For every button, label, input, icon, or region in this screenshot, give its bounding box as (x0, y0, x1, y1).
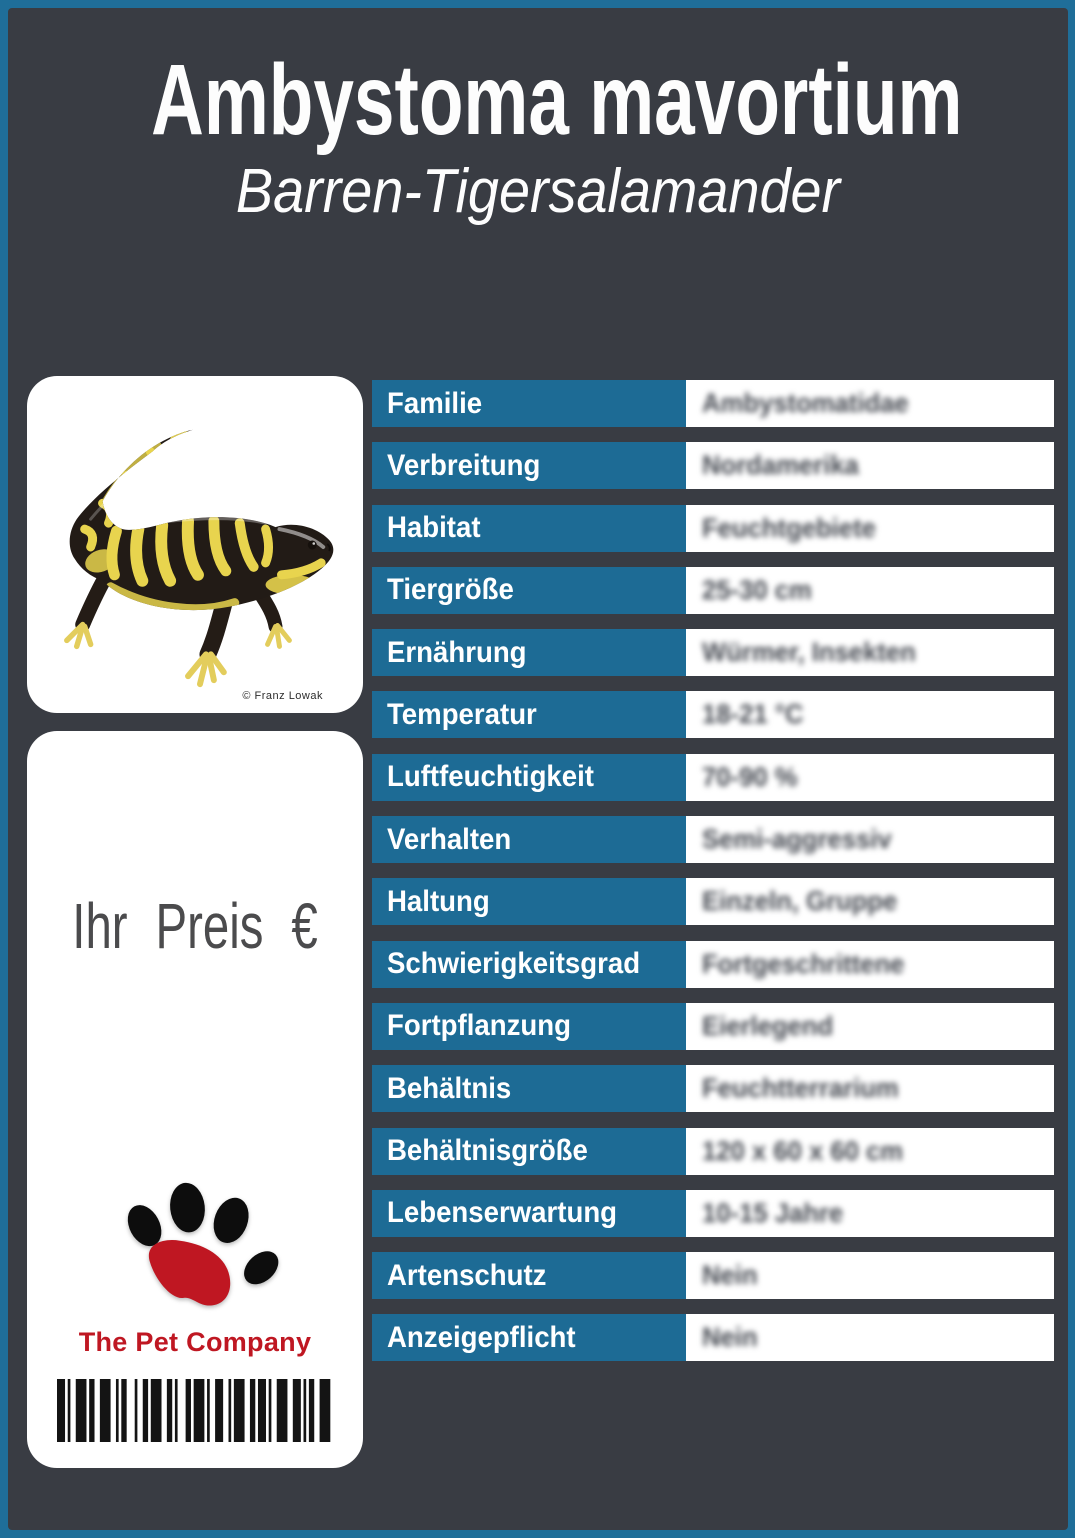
header: Ambystoma mavortium Barren-Tigersalamand… (8, 46, 1068, 226)
table-row: Familie Ambystomatidae (372, 380, 1054, 427)
table-row: Haltung Einzeln, Gruppe (372, 878, 1054, 926)
common-name-subtitle: Barren-Tigersalamander (235, 157, 841, 226)
row-label: Luftfeuchtigkeit (372, 753, 686, 801)
animal-photo-card: © Franz Lowak (27, 376, 363, 713)
row-value: Ambystomatidae (686, 380, 1054, 427)
row-label: Schwierigkeitsgrad (372, 940, 686, 988)
row-label-text: Familie (387, 386, 483, 420)
row-value-text: 25-30 cm (702, 574, 812, 605)
row-label: Habitat (372, 504, 686, 552)
price-label: Ihr Preis € (72, 890, 318, 962)
row-label-text: Schwierigkeitsgrad (387, 947, 641, 981)
table-row: Lebenserwartung 10-15 Jahre (372, 1189, 1054, 1237)
company-name: The Pet Company (78, 1327, 312, 1357)
table-row: Artenschutz Nein (372, 1252, 1054, 1300)
row-value-text: Nein (702, 1322, 758, 1353)
table-row: Verhalten Semi-aggressiv (372, 816, 1054, 864)
card-page: Ambystoma mavortium Barren-Tigersalamand… (8, 8, 1068, 1530)
row-value-text: Ambystomatidae (702, 388, 909, 418)
table-row: Ernährung Würmer, Insekten (372, 629, 1054, 677)
row-label: Lebenserwartung (372, 1189, 686, 1237)
row-label: Tiergröße (372, 566, 686, 614)
row-value-text: Eierlegend (702, 1010, 834, 1041)
row-value-text: Nein (702, 1260, 758, 1291)
species-title: Ambystoma mavortium (151, 44, 963, 156)
row-label: Artenschutz (372, 1252, 686, 1300)
row-label-text: Behältnisgröße (387, 1134, 588, 1168)
table-row: Habitat Feuchtgebiete (372, 504, 1054, 552)
table-row: Anzeigepflicht Nein (372, 1314, 1054, 1362)
row-label: Behältnisgröße (372, 1127, 686, 1175)
row-value-text: 120 x 60 x 60 cm (702, 1135, 904, 1166)
row-label-text: Temperatur (387, 697, 537, 731)
table-row: Temperatur 18-21 °C (372, 691, 1054, 739)
table-row: Verbreitung Nordamerika (372, 442, 1054, 490)
row-value: Feuchtgebiete (686, 504, 1054, 552)
price-card: Ihr Preis € The Pet Company (27, 731, 363, 1468)
table-row: Luftfeuchtigkeit 70-90 % (372, 753, 1054, 801)
row-value-text: Nordamerika (702, 450, 859, 481)
row-label: Fortpflanzung (372, 1002, 686, 1050)
row-value-text: 10-15 Jahre (702, 1197, 844, 1228)
table-row: Schwierigkeitsgrad Fortgeschrittene (372, 940, 1054, 988)
row-label-text: Haltung (387, 884, 490, 918)
row-label: Anzeigepflicht (372, 1314, 686, 1362)
row-label-text: Lebenserwartung (387, 1196, 618, 1230)
row-value: Würmer, Insekten (686, 629, 1054, 677)
row-value: Nein (686, 1314, 1054, 1362)
row-label: Temperatur (372, 691, 686, 739)
row-value: 120 x 60 x 60 cm (686, 1127, 1054, 1175)
row-label-text: Habitat (387, 511, 481, 545)
info-table: Familie Ambystomatidae Verbreitung Norda… (372, 380, 1054, 1362)
row-label-text: Luftfeuchtigkeit (387, 760, 594, 794)
row-label: Ernährung (372, 629, 686, 677)
row-value: Eierlegend (686, 1002, 1054, 1050)
row-label: Verbreitung (372, 442, 686, 490)
row-value: 10-15 Jahre (686, 1189, 1054, 1237)
row-label-text: Ernährung (387, 635, 527, 669)
row-label-text: Behältnis (387, 1071, 512, 1105)
row-label-text: Fortpflanzung (387, 1009, 571, 1043)
row-value: Fortgeschrittene (686, 940, 1054, 988)
photo-credit: © Franz Lowak (242, 690, 323, 702)
row-label: Familie (372, 380, 686, 427)
row-value: 70-90 % (686, 753, 1054, 801)
row-label-text: Anzeigepflicht (387, 1320, 576, 1354)
row-label-text: Verhalten (387, 822, 512, 856)
row-value: Feuchtterrarium (686, 1065, 1054, 1113)
row-value-text: 18-21 °C (702, 699, 804, 730)
row-value: Nordamerika (686, 442, 1054, 490)
row-label-text: Tiergröße (387, 573, 514, 607)
row-value-text: Feuchtterrarium (702, 1073, 899, 1104)
row-label: Behältnis (372, 1065, 686, 1113)
row-value-text: Semi-aggressiv (702, 824, 892, 855)
table-row: Fortpflanzung Eierlegend (372, 1002, 1054, 1050)
row-value-text: Einzeln, Gruppe (702, 886, 898, 917)
paw-icon (127, 1182, 279, 1306)
table-row: Behältnisgröße 120 x 60 x 60 cm (372, 1127, 1054, 1175)
row-value: 18-21 °C (686, 691, 1054, 739)
row-value: Nein (686, 1252, 1054, 1300)
row-value-text: Fortgeschrittene (702, 948, 905, 979)
row-label-text: Verbreitung (387, 448, 541, 482)
row-value: 25-30 cm (686, 566, 1054, 614)
row-value-text: Feuchtgebiete (702, 512, 876, 543)
barcode (57, 1379, 331, 1442)
row-value-text: 70-90 % (702, 761, 798, 792)
salamander-photo (64, 429, 334, 688)
table-row: Tiergröße 25-30 cm (372, 566, 1054, 614)
row-label: Haltung (372, 878, 686, 926)
row-value: Einzeln, Gruppe (686, 878, 1054, 926)
row-value-text: Würmer, Insekten (702, 637, 916, 668)
row-label-text: Artenschutz (387, 1258, 547, 1292)
row-label: Verhalten (372, 816, 686, 864)
table-row: Behältnis Feuchtterrarium (372, 1065, 1054, 1113)
row-value: Semi-aggressiv (686, 816, 1054, 864)
